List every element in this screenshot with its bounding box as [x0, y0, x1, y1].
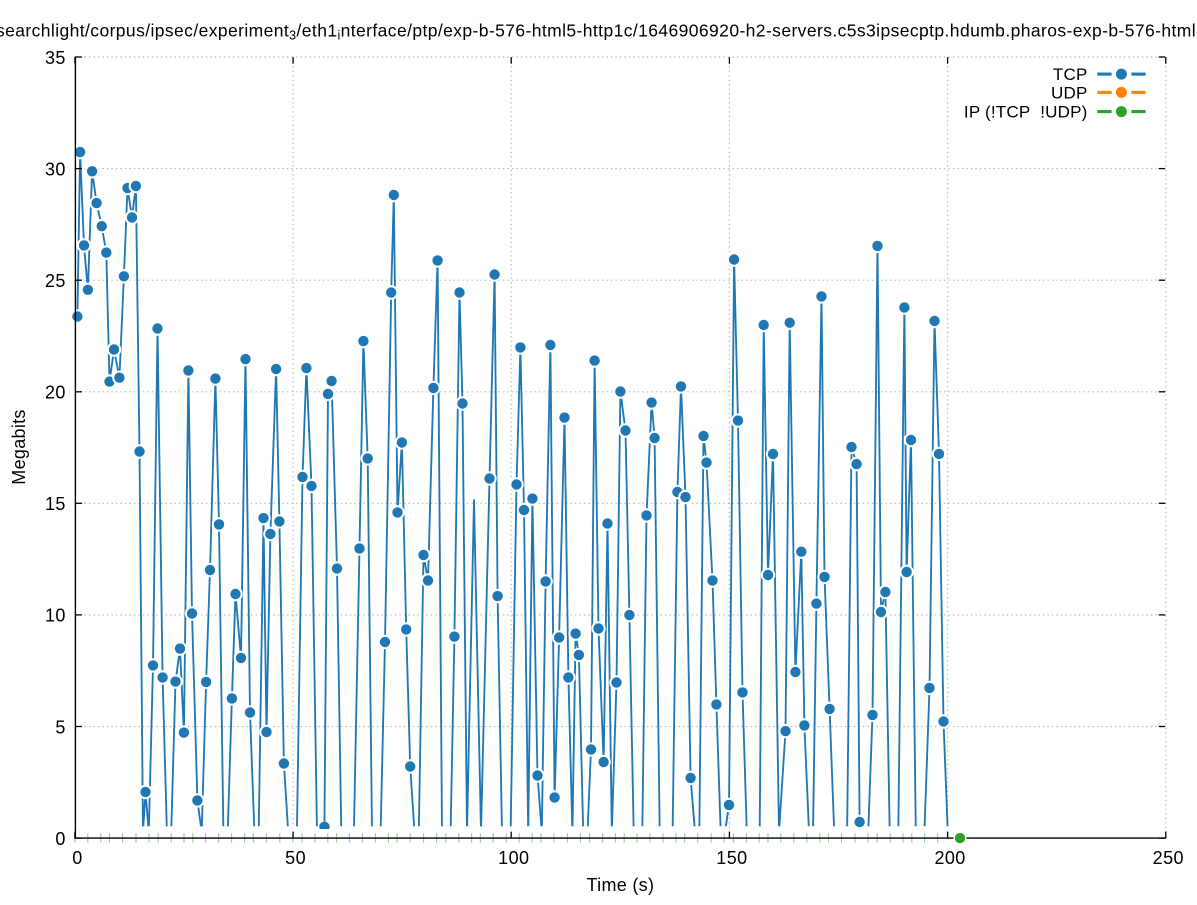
svg-text:Time (s): Time (s) — [587, 875, 655, 895]
svg-text:15: 15 — [45, 494, 66, 514]
svg-text:150: 150 — [716, 848, 747, 868]
svg-text:0: 0 — [72, 848, 82, 868]
svg-text:IP (!TCP !UDP): IP (!TCP !UDP) — [964, 103, 1088, 122]
svg-text:0: 0 — [55, 829, 65, 849]
svg-text:5: 5 — [55, 717, 65, 737]
svg-text:10: 10 — [45, 606, 66, 626]
svg-text:200: 200 — [934, 848, 965, 868]
svg-text:20: 20 — [45, 383, 66, 403]
svg-text:searchlight/corpus/ipsec/exper: searchlight/corpus/ipsec/experiment3/eth… — [0, 20, 1197, 42]
svg-text:25: 25 — [45, 271, 66, 291]
svg-text:TCP: TCP — [1053, 65, 1088, 84]
svg-text:50: 50 — [285, 848, 306, 868]
svg-text:250: 250 — [1153, 848, 1184, 868]
svg-text:Megabits: Megabits — [9, 409, 29, 484]
svg-text:100: 100 — [498, 848, 529, 868]
svg-text:35: 35 — [45, 48, 66, 68]
svg-text:UDP: UDP — [1051, 83, 1088, 102]
svg-text:30: 30 — [45, 159, 66, 179]
